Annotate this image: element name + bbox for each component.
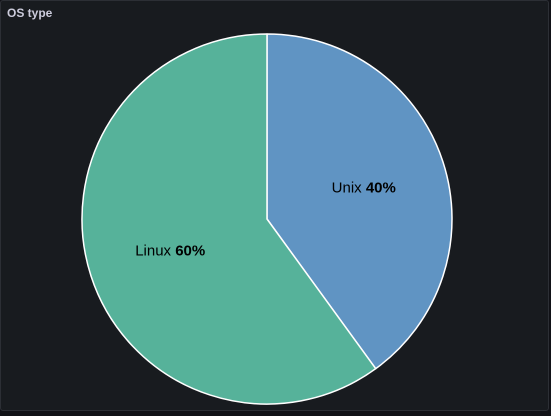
pie-slices [81,33,453,405]
pie-label-unix: Unix 40% [332,179,396,196]
slice-percent: 60% [175,242,205,259]
pie-slice-unix[interactable] [266,33,453,370]
pie-labels: Unix 40% Linux 60% [135,179,396,259]
slice-percent: 40% [366,179,396,196]
pie-label-linux: Linux 60% [135,242,205,259]
panel-title[interactable]: OS type [7,6,53,20]
pie-slice-linux[interactable] [81,33,377,405]
slice-name: Linux [135,242,175,259]
slice-name: Unix [332,179,366,196]
